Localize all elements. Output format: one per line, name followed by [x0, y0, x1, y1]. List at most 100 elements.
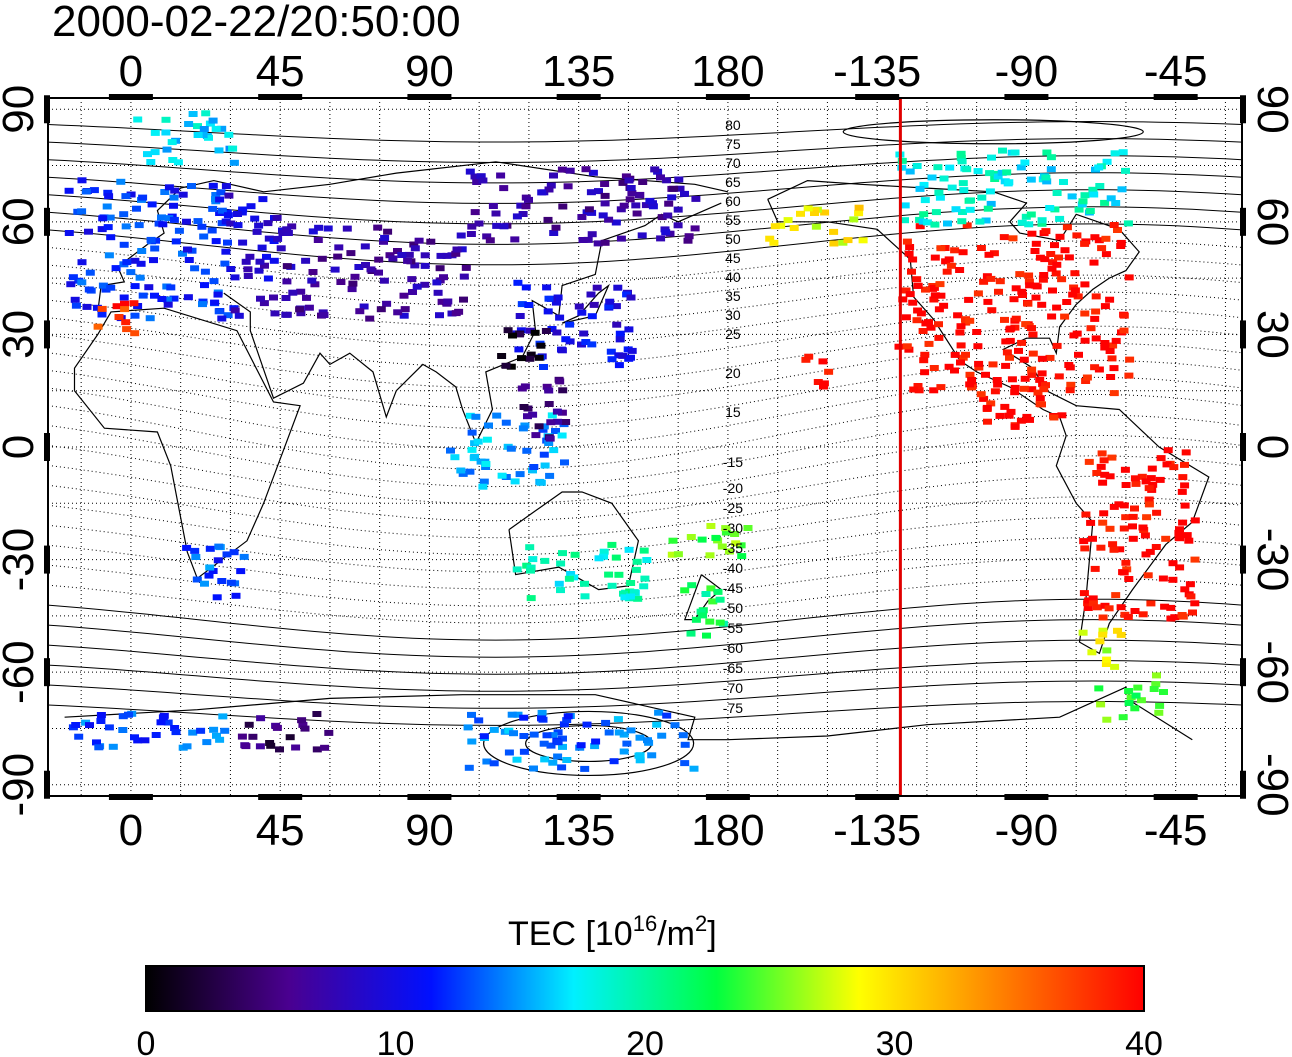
tec-cell	[160, 189, 170, 195]
frame-tick-bottom	[1004, 794, 1049, 800]
tec-cell	[243, 273, 253, 279]
mlat-label: 75	[725, 136, 741, 152]
tec-cell	[118, 727, 128, 733]
tec-cell	[526, 595, 536, 602]
tec-cell	[691, 616, 701, 623]
tec-cell	[169, 295, 179, 302]
tec-cell	[409, 241, 419, 248]
tec-cell	[1057, 276, 1067, 283]
tec-cell	[77, 208, 87, 215]
tec-cell	[1168, 576, 1178, 583]
tec-cell	[995, 412, 1005, 419]
tec-cell	[1088, 535, 1097, 542]
tec-cell	[121, 223, 131, 230]
tec-cell	[1158, 575, 1168, 582]
tec-cell	[981, 217, 991, 224]
tec-cell	[902, 238, 912, 245]
tec-cell	[283, 230, 293, 236]
frame-tick-right	[1240, 770, 1246, 799]
tec-cell	[1006, 325, 1016, 332]
y-tick-labels-left: 90 60 30 0 -30 -60 -90	[0, 85, 43, 817]
tec-cell	[975, 218, 985, 225]
tec-cell	[217, 578, 227, 584]
tec-cell	[1022, 413, 1032, 420]
x-tick-label-bottom: 90	[405, 806, 454, 855]
tec-cell	[169, 202, 178, 209]
tec-cell	[913, 307, 923, 314]
tec-cell	[993, 173, 1003, 180]
tec-cell	[1042, 149, 1052, 156]
y-tick-label-right: 30	[1248, 310, 1292, 359]
tec-cell	[397, 252, 407, 258]
tec-cell	[379, 238, 388, 245]
colorbar-title-end: ]	[707, 915, 716, 953]
tec-cell	[470, 209, 480, 216]
tec-cell	[1169, 464, 1179, 471]
tec-cell	[474, 220, 484, 227]
tec-cell	[973, 290, 983, 297]
tec-cell	[1023, 300, 1033, 307]
tec-cell	[167, 139, 177, 146]
tec-cell	[126, 269, 136, 276]
tec-cell	[1037, 370, 1047, 377]
tec-cell	[717, 543, 727, 550]
tec-cell	[183, 294, 193, 301]
tec-cell	[513, 711, 523, 718]
tec-cell	[983, 298, 993, 305]
tec-cell	[1109, 365, 1119, 372]
tec-cell	[121, 193, 131, 200]
tec-cell	[570, 551, 580, 558]
tec-cell	[437, 298, 447, 305]
tec-cell	[705, 618, 715, 625]
tec-cell	[1080, 337, 1090, 344]
tec-cell	[956, 323, 966, 330]
frame-tick-left	[44, 658, 50, 687]
tec-cell	[467, 223, 477, 230]
tec-cell	[1025, 282, 1035, 289]
tec-cell	[1154, 709, 1164, 716]
tec-cell	[193, 218, 203, 225]
tec-cell	[1054, 373, 1064, 380]
tec-cell	[388, 255, 398, 262]
tec-cell	[501, 362, 511, 369]
tec-cell	[399, 312, 409, 319]
tec-cell	[776, 222, 786, 229]
tec-cell	[645, 197, 655, 204]
tec-cell	[1020, 159, 1030, 166]
mlat-contour	[48, 434, 1242, 505]
tec-cell	[983, 205, 993, 212]
tec-cell	[1002, 349, 1012, 356]
tec-cell	[1060, 247, 1070, 254]
tec-cell	[373, 224, 383, 231]
tec-cell	[1124, 274, 1134, 281]
tec-cell	[686, 630, 696, 637]
tec-cell	[524, 302, 534, 308]
tec-cell	[587, 209, 597, 216]
tec-cell	[999, 234, 1009, 241]
tec-cell	[1090, 364, 1100, 371]
tec-cell	[1119, 502, 1129, 509]
tec-cell	[657, 732, 667, 739]
tec-cell	[1113, 227, 1122, 233]
tec-cell	[193, 132, 203, 138]
tec-cell	[126, 191, 136, 198]
tec-cell	[537, 189, 547, 196]
tec-cell	[915, 223, 925, 230]
tec-cell	[463, 724, 473, 731]
tec-cell	[104, 724, 114, 731]
tec-cell	[479, 478, 489, 485]
tec-cell	[145, 315, 155, 322]
tec-cell	[104, 193, 114, 200]
tec-cell	[711, 534, 721, 541]
tec-cell	[1151, 681, 1161, 688]
tec-cell	[420, 281, 430, 288]
tec-cell	[957, 218, 967, 225]
tec-cell	[1137, 473, 1147, 480]
tec-cell	[1105, 348, 1115, 354]
tec-cell	[201, 110, 211, 117]
tec-cell	[618, 352, 628, 359]
tec-cell	[1082, 374, 1092, 381]
tec-cell	[170, 187, 180, 194]
tec-cell	[236, 568, 246, 575]
x-tick-label-top: -90	[995, 47, 1059, 96]
